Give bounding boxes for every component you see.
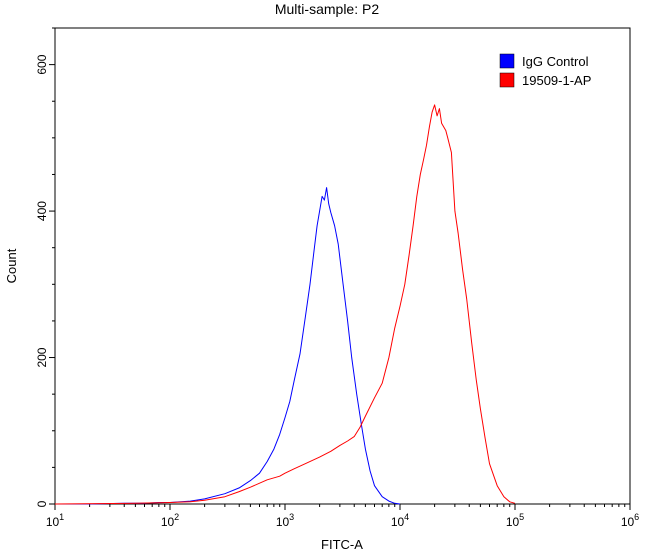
x-tick-exponent: 5 xyxy=(519,512,524,522)
x-tick-exponent: 1 xyxy=(59,512,64,522)
series-line-1 xyxy=(55,187,401,505)
x-tick-label: 103 xyxy=(276,512,294,529)
y-tick-label: 400 xyxy=(35,201,49,221)
x-tick-base: 10 xyxy=(46,515,60,529)
x-axis-label: FITC-A xyxy=(321,537,363,552)
legend-swatch xyxy=(499,53,515,69)
legend-label: IgG Control xyxy=(522,54,589,69)
legend: IgG Control 19509-1-AP xyxy=(499,53,591,88)
x-tick-label: 106 xyxy=(621,512,639,529)
x-axis-ticks: 101 102 103 104 105 106 xyxy=(46,504,639,529)
series-line-2 xyxy=(54,104,516,505)
x-tick-label: 102 xyxy=(161,512,179,529)
chart-title: Multi-sample: P2 xyxy=(275,1,379,17)
y-axis-label: Count xyxy=(4,248,19,283)
x-tick-base: 10 xyxy=(276,515,290,529)
x-tick-base: 10 xyxy=(391,515,405,529)
x-tick-exponent: 6 xyxy=(634,512,639,522)
x-tick-label: 105 xyxy=(506,512,524,529)
x-tick-base: 10 xyxy=(621,515,635,529)
x-tick-label: 104 xyxy=(391,512,409,529)
y-tick-label: 600 xyxy=(35,54,49,74)
x-tick-base: 10 xyxy=(161,515,175,529)
plot-frame xyxy=(54,27,631,505)
x-tick-exponent: 3 xyxy=(289,512,294,522)
y-tick-label: 200 xyxy=(35,347,49,367)
legend-label: 19509-1-AP xyxy=(522,73,591,88)
legend-swatch xyxy=(499,72,515,88)
x-tick-base: 10 xyxy=(506,515,520,529)
x-tick-label: 101 xyxy=(46,512,64,529)
y-axis-ticks: 0 200 400 600 xyxy=(35,27,55,507)
x-tick-exponent: 2 xyxy=(174,512,179,522)
series-layer xyxy=(54,104,516,505)
y-tick-label: 0 xyxy=(35,500,49,507)
x-tick-exponent: 4 xyxy=(404,512,409,522)
